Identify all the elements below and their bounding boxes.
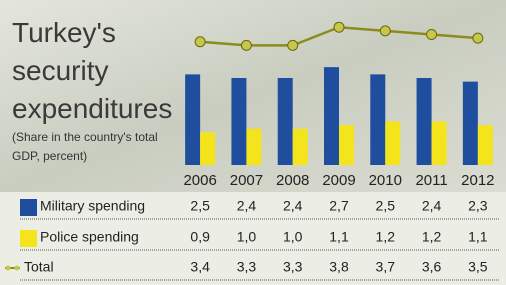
value-label: 1,1 xyxy=(468,229,488,245)
value-label: 2,4 xyxy=(283,198,303,214)
value-label: 2,3 xyxy=(468,198,488,214)
point xyxy=(473,33,483,43)
bar xyxy=(278,78,293,165)
value-label: 1,0 xyxy=(237,229,257,245)
value-label: 2,5 xyxy=(376,198,396,214)
value-label: 2,5 xyxy=(190,198,210,214)
value-label: 3,5 xyxy=(468,259,488,275)
value-label: 3,3 xyxy=(237,259,257,275)
value-label: 1,2 xyxy=(422,229,442,245)
value-label: 3,4 xyxy=(190,259,210,275)
bar xyxy=(463,82,478,165)
value-label: 1,0 xyxy=(283,229,303,245)
x-tick-label: 2010 xyxy=(369,172,402,189)
bar xyxy=(324,67,339,165)
bar xyxy=(385,122,400,166)
point xyxy=(427,30,437,40)
value-label: 3,6 xyxy=(422,259,442,275)
legend-swatch xyxy=(20,230,37,247)
chart-subtitle: (Share in the country's total GDP, perce… xyxy=(12,128,164,166)
bar xyxy=(370,74,385,165)
x-tick-label: 2007 xyxy=(230,172,263,189)
bar xyxy=(246,129,261,165)
point xyxy=(380,26,390,36)
value-label: 0,9 xyxy=(190,229,210,245)
legend-label: Military spending xyxy=(40,198,145,214)
legend-swatch xyxy=(15,266,20,271)
point xyxy=(334,22,344,32)
legend-swatch xyxy=(20,199,37,216)
chart-title: Turkey's security expenditures xyxy=(12,14,192,128)
value-label: 1,2 xyxy=(376,229,396,245)
chart: 2006 2007 2008 2009 2010 2011 2012 Military spe… xyxy=(0,0,506,285)
x-tick-label: 2008 xyxy=(276,172,309,189)
legend-label: Police spending xyxy=(40,229,139,245)
x-tick-label: 2011 xyxy=(415,172,447,189)
bar xyxy=(417,78,432,165)
bar xyxy=(432,122,447,166)
bar xyxy=(478,125,493,165)
bar xyxy=(339,125,354,165)
value-label: 3,7 xyxy=(376,259,396,275)
legend-swatch xyxy=(6,266,11,271)
bar xyxy=(200,132,215,165)
value-label: 2,4 xyxy=(237,198,257,214)
x-tick-label: 2006 xyxy=(183,172,216,189)
x-tick-label: 2012 xyxy=(461,172,494,189)
value-label: 1,1 xyxy=(329,229,349,245)
bar xyxy=(293,129,308,165)
x-tick-label: 2009 xyxy=(322,172,355,189)
value-label: 2,7 xyxy=(329,198,349,214)
bar xyxy=(231,78,246,165)
point xyxy=(288,40,298,50)
point xyxy=(195,37,205,47)
value-label: 3,8 xyxy=(329,259,349,275)
point xyxy=(241,40,251,50)
value-label: 3,3 xyxy=(283,259,303,275)
value-label: 2,4 xyxy=(422,198,442,214)
legend-label: Total xyxy=(24,259,54,275)
